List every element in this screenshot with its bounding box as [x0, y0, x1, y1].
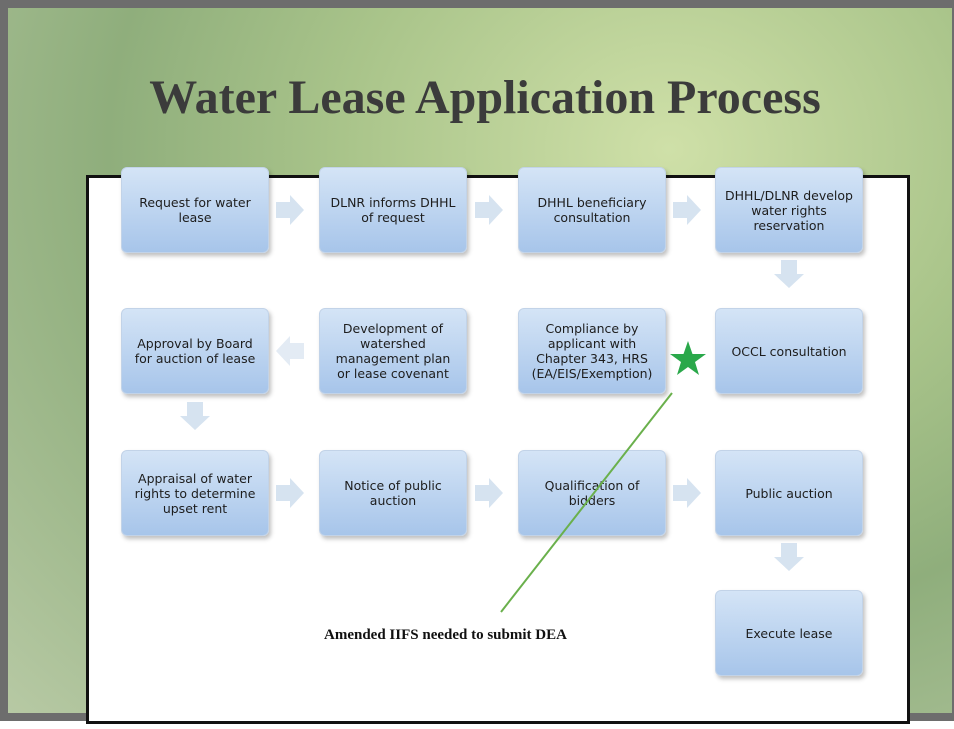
slide: Water Lease Application Process Request … [0, 0, 954, 721]
annotation-line [501, 393, 672, 612]
annotation-layer [8, 8, 954, 729]
star [670, 341, 706, 375]
annotation: Amended IIFS needed to submit DEA [324, 627, 567, 644]
